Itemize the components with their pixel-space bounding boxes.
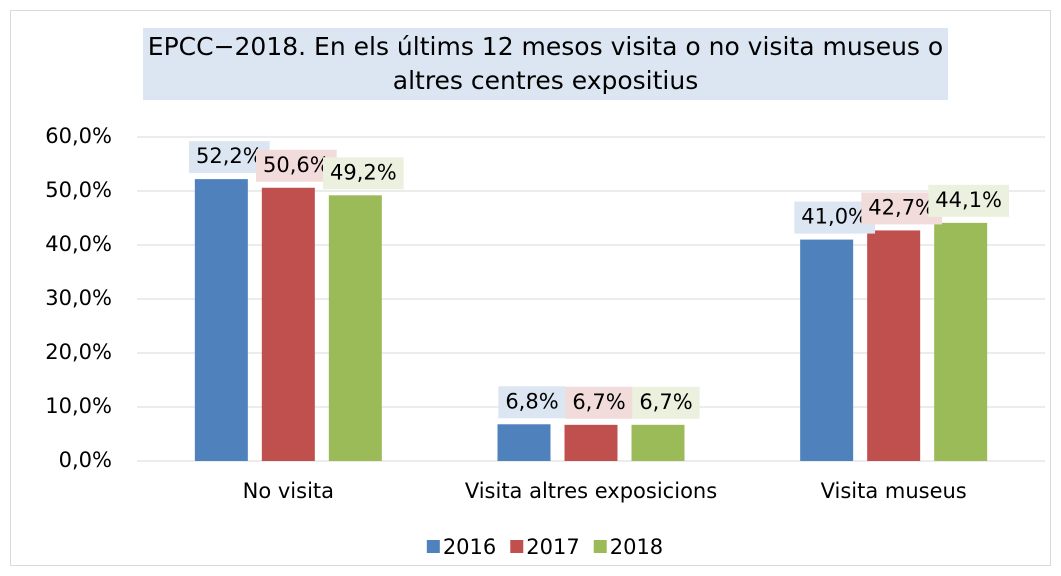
data-label: 6,8% <box>505 389 558 413</box>
data-label: 49,2% <box>330 160 397 184</box>
data-label-bg <box>565 386 633 419</box>
y-tick-label: 50,0% <box>45 178 112 202</box>
data-label: 44,1% <box>935 188 1002 212</box>
legend-swatch <box>426 540 440 553</box>
y-tick-label: 60,0% <box>45 124 112 148</box>
bar <box>194 179 248 461</box>
data-label: 6,7% <box>572 390 625 414</box>
chart-title: EPCC−2018. En els últims 12 mesos visita… <box>143 28 948 100</box>
bar <box>631 424 685 461</box>
data-label: 42,7% <box>868 195 935 219</box>
legend-label: 2016 <box>443 535 496 559</box>
legend-label: 2017 <box>526 535 579 559</box>
data-label: 41,0% <box>801 205 868 229</box>
data-label-bg <box>928 184 1010 217</box>
legend-swatch <box>593 540 607 553</box>
data-label-bg <box>498 386 566 419</box>
y-tick-label: 10,0% <box>45 394 112 418</box>
data-label-bg <box>632 386 700 419</box>
bar <box>800 239 854 461</box>
y-tick-label: 30,0% <box>45 286 112 310</box>
bar <box>867 230 921 461</box>
bar <box>261 187 315 461</box>
y-tick-label: 40,0% <box>45 232 112 256</box>
data-label: 6,7% <box>639 390 692 414</box>
legend-label: 2018 <box>610 535 663 559</box>
x-tick-label: Visita museus <box>821 479 967 503</box>
data-label: 50,6% <box>263 153 330 177</box>
legend-swatch <box>510 540 524 553</box>
x-tick-label: No visita <box>243 479 334 503</box>
bar <box>564 424 618 461</box>
data-label-bg <box>322 157 404 190</box>
bar <box>934 222 988 461</box>
data-label: 52,2% <box>196 144 263 168</box>
bar <box>497 424 551 461</box>
y-tick-label: 20,0% <box>45 340 112 364</box>
y-tick-label: 0,0% <box>59 448 112 472</box>
x-tick-label: Visita altres exposicions <box>465 479 717 503</box>
bar <box>328 195 382 461</box>
